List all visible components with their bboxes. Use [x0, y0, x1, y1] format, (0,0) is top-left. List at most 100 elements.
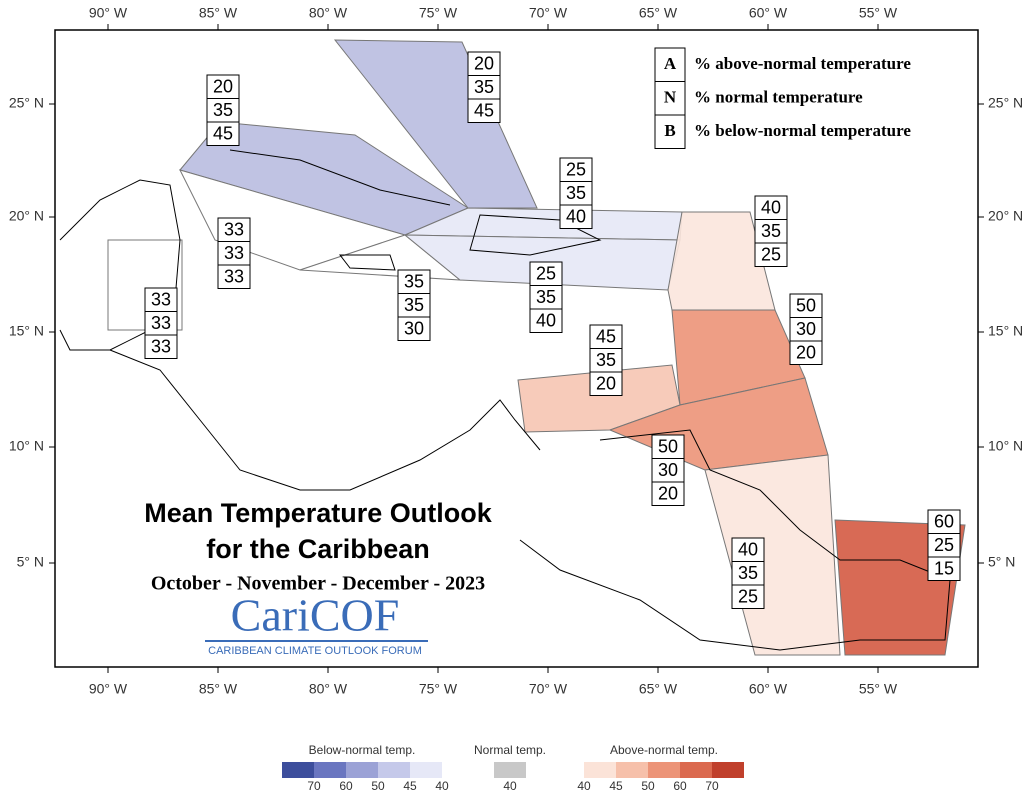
prob-value: 30 [658, 460, 678, 480]
prob-cell [927, 556, 961, 581]
colorbar-label: 45 [609, 779, 623, 791]
lon-label: 70° W [529, 5, 568, 21]
lat-label: 25° N [988, 95, 1023, 111]
lat-label: 10° N [988, 438, 1023, 454]
lon-label: 75° W [419, 5, 458, 21]
prob-value: 20 [658, 483, 678, 503]
prob-value: 30 [404, 318, 424, 338]
prob-value: 35 [474, 77, 494, 97]
colorbar-label: 70 [705, 779, 719, 791]
prob-value: 35 [738, 563, 758, 583]
prob-value: 50 [796, 295, 816, 315]
key-letter: N [664, 87, 677, 106]
prob-value: 20 [213, 76, 233, 96]
key-text: % below-normal temperature [694, 121, 911, 140]
colorbar-label: 60 [339, 779, 353, 791]
prob-value: 45 [474, 100, 494, 120]
lat-label: 20° N [988, 208, 1023, 224]
colorbar-swatch [378, 762, 410, 778]
prob-value: 33 [224, 219, 244, 239]
prob-value: 33 [151, 336, 171, 356]
prob-value: 35 [404, 271, 424, 291]
lat-label: 25° N [9, 95, 44, 111]
title-line: for the Caribbean [206, 534, 430, 564]
region [107, 239, 183, 331]
prob-value: 33 [151, 289, 171, 309]
lat-label: 15° N [988, 323, 1023, 339]
lon-label: 90° W [89, 5, 128, 21]
colorbar-swatch [314, 762, 346, 778]
prob-value: 40 [738, 539, 758, 559]
colorbar-swatch [712, 762, 744, 778]
colorbar-swatch [494, 762, 526, 778]
prob-value: 40 [536, 310, 556, 330]
key-text: % above-normal temperature [694, 54, 911, 73]
prob-value: 20 [596, 373, 616, 393]
lat-label: 5° N [988, 554, 1015, 570]
prob-cell [754, 242, 788, 267]
key-cell [654, 114, 686, 149]
prob-value: 25 [738, 586, 758, 606]
logo-subtitle: CARIBBEAN CLIMATE OUTLOOK FORUM [208, 645, 422, 657]
prob-cell [731, 584, 765, 609]
prob-cell [217, 264, 251, 289]
prob-value: 30 [796, 319, 816, 339]
lon-label: 80° W [309, 681, 348, 697]
colorbar-swatch [282, 762, 314, 778]
lon-label: 85° W [199, 5, 238, 21]
lon-label: 60° W [749, 5, 788, 21]
prob-cell [144, 334, 178, 359]
prob-value: 40 [566, 206, 586, 226]
colorbar-label: 40 [435, 779, 449, 791]
colorbar-label: 70 [307, 779, 321, 791]
prob-value: 25 [536, 263, 556, 283]
colorbar-swatch [410, 762, 442, 778]
prob-value: 25 [566, 159, 586, 179]
colorbar-title: Above-normal temp. [610, 743, 718, 757]
prob-cell [397, 316, 431, 341]
prob-value: 25 [934, 535, 954, 555]
prob-value: 35 [536, 287, 556, 307]
prob-cell [559, 204, 593, 229]
prob-cell [467, 98, 501, 123]
colorbar-label: 50 [371, 779, 385, 791]
key-letter: B [664, 121, 675, 140]
prob-value: 35 [213, 100, 233, 120]
prob-value: 35 [596, 350, 616, 370]
prob-cell [789, 340, 823, 365]
colorbar-swatch [584, 762, 616, 778]
prob-value: 20 [796, 342, 816, 362]
colorbar-label: 50 [641, 779, 655, 791]
prob-cell [206, 121, 240, 146]
prob-cell [651, 481, 685, 506]
prob-value: 20 [474, 53, 494, 73]
lat-label: 20° N [9, 208, 44, 224]
key-letter: A [664, 54, 677, 73]
key-text: % normal temperature [694, 87, 863, 106]
colorbar-title: Below-normal temp. [309, 743, 416, 757]
colorbar-label: 40 [503, 779, 517, 791]
lat-label: 15° N [9, 323, 44, 339]
prob-value: 33 [224, 243, 244, 263]
prob-value: 50 [658, 436, 678, 456]
lon-label: 60° W [749, 681, 788, 697]
lon-label: 55° W [859, 5, 898, 21]
prob-value: 35 [404, 295, 424, 315]
prob-value: 60 [934, 511, 954, 531]
prob-value: 33 [151, 313, 171, 333]
colorbar-label: 40 [577, 779, 591, 791]
prob-value: 35 [761, 221, 781, 241]
colorbar-label: 45 [403, 779, 417, 791]
prob-cell [529, 308, 563, 333]
prob-value: 45 [596, 326, 616, 346]
colorbar-title: Normal temp. [474, 743, 546, 757]
logo: CariCOF [231, 590, 400, 641]
lon-label: 90° W [89, 681, 128, 697]
key-cell [654, 81, 686, 116]
lon-label: 75° W [419, 681, 458, 697]
prob-value: 35 [566, 183, 586, 203]
title-line: Mean Temperature Outlook [144, 498, 493, 528]
prob-value: 40 [761, 197, 781, 217]
colorbar-swatch [680, 762, 712, 778]
